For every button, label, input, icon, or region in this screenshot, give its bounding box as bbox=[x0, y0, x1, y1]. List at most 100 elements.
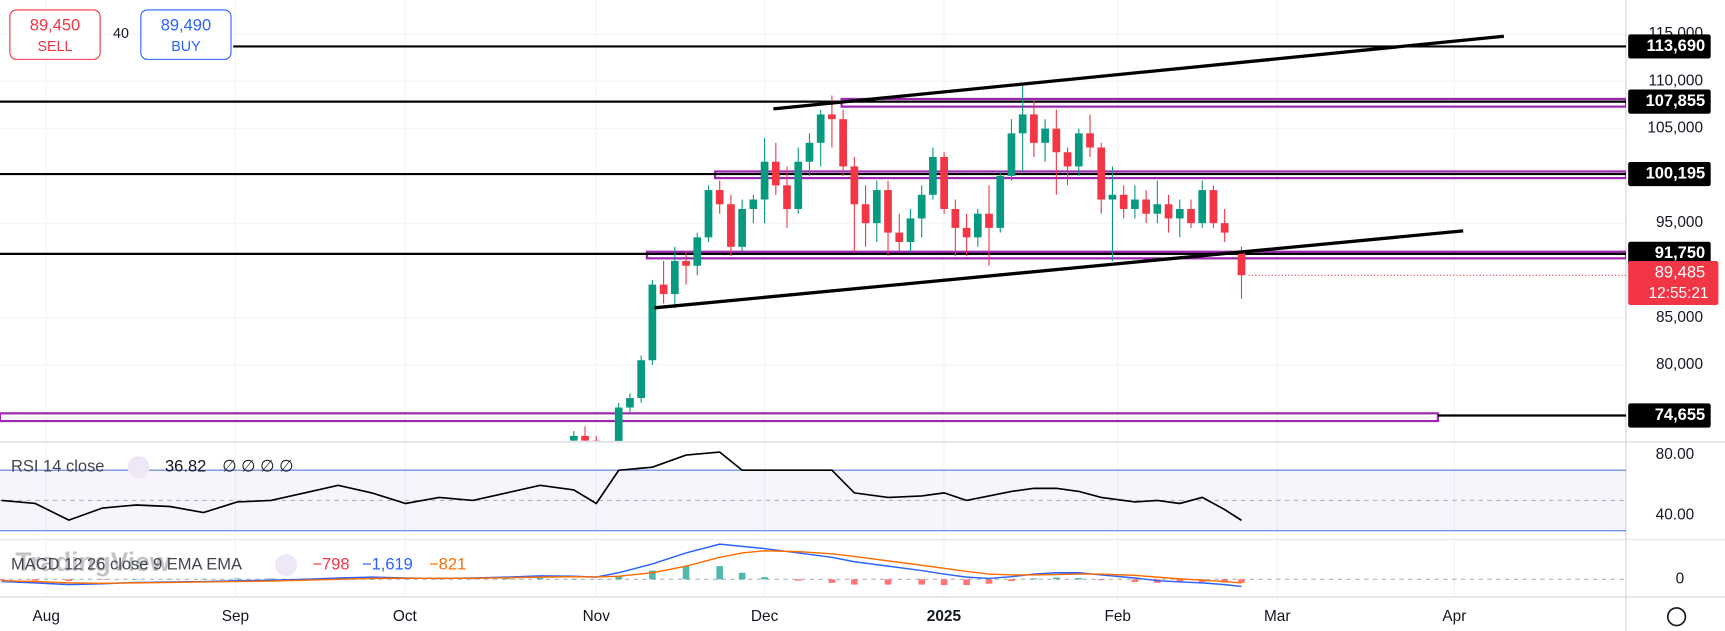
candle-body bbox=[1153, 204, 1162, 214]
time-label: Nov bbox=[583, 608, 611, 625]
candle-body bbox=[816, 114, 825, 143]
sell-button[interactable] bbox=[9, 9, 101, 60]
rsi-pane bbox=[0, 451, 1626, 532]
candle-body bbox=[771, 161, 780, 186]
trendline bbox=[654, 229, 1464, 310]
candle-body bbox=[1131, 199, 1139, 209]
candle-body bbox=[1018, 114, 1027, 134]
candle-body bbox=[973, 213, 982, 238]
candle-body bbox=[1108, 194, 1117, 200]
time-label: Mar bbox=[1264, 608, 1290, 625]
candle-body bbox=[614, 407, 623, 441]
levels bbox=[0, 45, 1626, 417]
candle-body bbox=[906, 218, 915, 243]
macd-histogram-bar bbox=[682, 566, 690, 580]
candle-body bbox=[1198, 190, 1207, 224]
macd-histogram-bar bbox=[794, 579, 802, 581]
macd-histogram-bar bbox=[940, 579, 948, 586]
candle-body bbox=[985, 213, 993, 228]
time-label: 2025 bbox=[927, 608, 962, 625]
candle-body bbox=[929, 156, 937, 195]
macd-histogram-bar bbox=[851, 579, 858, 585]
buy-price: 89,490 bbox=[161, 17, 211, 35]
candle-body bbox=[1237, 251, 1246, 276]
candle-body bbox=[626, 398, 634, 408]
trendline bbox=[773, 34, 1505, 111]
macd-histogram-bar bbox=[1176, 579, 1184, 583]
level-label: 100,195 bbox=[1646, 164, 1706, 182]
candle-body bbox=[1030, 114, 1038, 143]
level-tag bbox=[1628, 89, 1711, 114]
candle-body bbox=[1074, 133, 1083, 167]
candle-body bbox=[738, 208, 746, 247]
macd-histogram-bar bbox=[761, 577, 768, 580]
candle-body bbox=[940, 156, 948, 209]
candle-body bbox=[1187, 208, 1195, 224]
zone bbox=[840, 97, 1626, 108]
candle-body bbox=[704, 190, 713, 238]
macd-histogram-bar bbox=[1097, 579, 1105, 581]
candle-body bbox=[569, 435, 578, 441]
macd-histogram-bar bbox=[31, 579, 39, 581]
rsi-extras: ∅ ∅ ∅ ∅ bbox=[222, 458, 293, 476]
price-tick-label: 105,000 bbox=[1647, 120, 1703, 137]
candle-body bbox=[693, 237, 702, 266]
level-label: 107,855 bbox=[1646, 92, 1706, 110]
candle-body bbox=[1175, 208, 1184, 219]
rsi-tick-label: 40.00 bbox=[1656, 507, 1694, 524]
time-label: Feb bbox=[1104, 608, 1131, 625]
macd-histogram-bar bbox=[738, 572, 746, 580]
candles bbox=[569, 86, 1246, 441]
candle-body bbox=[1063, 152, 1072, 167]
candle-body bbox=[828, 114, 836, 120]
macd-histogram: −798 bbox=[312, 555, 349, 573]
watermark: TradingView bbox=[15, 547, 170, 577]
macd-histogram-bar bbox=[1008, 579, 1015, 582]
candle-body bbox=[659, 284, 668, 295]
macd-histogram-bar bbox=[233, 578, 241, 580]
candle-body bbox=[1007, 133, 1016, 176]
candle-body bbox=[715, 190, 724, 205]
level-label: 113,690 bbox=[1646, 37, 1705, 55]
price-tick-label: 80,000 bbox=[1656, 356, 1703, 373]
settings-icon[interactable] bbox=[275, 554, 298, 577]
macd-histogram-bar bbox=[1131, 579, 1139, 582]
rsi-value: 36.82 bbox=[165, 458, 206, 476]
macd-histogram-bar bbox=[65, 579, 73, 582]
candle-body bbox=[884, 190, 892, 233]
level-tag bbox=[1628, 241, 1711, 266]
candle-body bbox=[861, 204, 870, 224]
macd-histogram-bar bbox=[267, 578, 275, 580]
axes: Aug Sep Oct Nov Dec 2025 Feb Mar Apr115,000110,0… bbox=[33, 25, 1719, 625]
price-tick-label: 110,000 bbox=[1649, 72, 1703, 89]
candle-body bbox=[727, 204, 735, 247]
candle-body bbox=[850, 166, 859, 205]
settings-icon[interactable] bbox=[127, 456, 150, 479]
candle-body bbox=[749, 199, 758, 209]
candle-body bbox=[592, 440, 601, 441]
candle-body bbox=[760, 161, 769, 200]
candle-body bbox=[1097, 147, 1106, 200]
spread: 40 bbox=[113, 26, 129, 42]
candle-body bbox=[682, 260, 690, 266]
level-label: 91,750 bbox=[1655, 244, 1705, 262]
candle-body bbox=[1052, 128, 1061, 153]
candle-body bbox=[648, 284, 657, 361]
last-price-label: 89,485 bbox=[1655, 263, 1705, 281]
candle-body bbox=[1041, 128, 1049, 143]
macd-histogram-bar bbox=[918, 579, 925, 585]
candle-body bbox=[895, 232, 904, 243]
candle-body bbox=[839, 119, 847, 167]
rsi-line bbox=[1, 451, 1242, 522]
candle-body bbox=[783, 185, 791, 209]
sell-price: 89,450 bbox=[30, 17, 80, 35]
candle-body bbox=[581, 435, 589, 441]
macd-histogram-bar bbox=[1030, 578, 1038, 580]
macd-line: −1,619 bbox=[362, 555, 413, 573]
candle-body bbox=[805, 142, 814, 162]
candle-body bbox=[1142, 199, 1150, 214]
macd-histogram-bar bbox=[1075, 578, 1083, 580]
buy-button[interactable] bbox=[140, 9, 232, 60]
settings-gear[interactable] bbox=[1666, 607, 1687, 627]
